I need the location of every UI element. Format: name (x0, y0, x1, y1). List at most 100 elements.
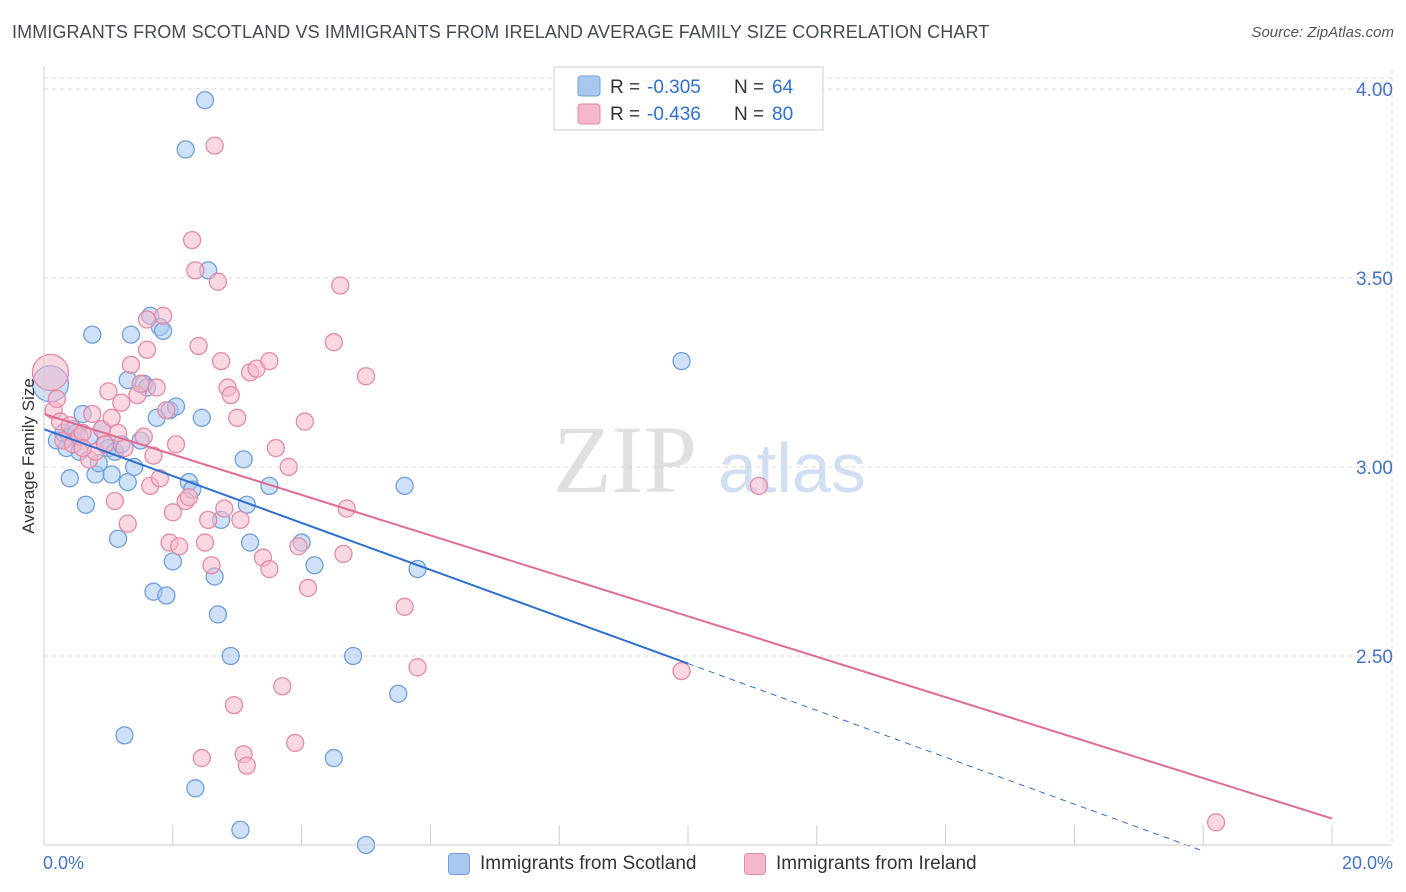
stats-r-label-ireland: R = (610, 104, 645, 125)
ireland-point-61 (298, 578, 318, 598)
stats-n-value-ireland: 80 (772, 104, 793, 125)
stats-row-scotland: R = -0.305 N = 64 (610, 77, 794, 98)
x-tick-label-max: 20.0% (1342, 853, 1393, 873)
stats-n-label-ireland: N = (734, 104, 769, 125)
scotland-point-24 (121, 325, 141, 344)
ireland-point-14 (102, 408, 121, 427)
legend-label-scotland: Immigrants from Scotland (480, 853, 697, 874)
ireland-point-70 (749, 476, 768, 496)
scotland-point-18 (102, 465, 121, 484)
scotland-point-62 (221, 646, 240, 666)
source-label: Source: ZipAtlas.com (1251, 24, 1394, 41)
ireland-point-60 (289, 537, 308, 556)
scotland-point-61 (672, 351, 691, 371)
stats-n-value-scotland: 64 (772, 77, 794, 98)
scotland-point-38 (176, 140, 195, 159)
legend-label-ireland: Immigrants from Ireland (776, 853, 977, 874)
ireland-point-41 (199, 510, 218, 530)
ireland-point-49 (228, 408, 247, 427)
grid (44, 70, 1393, 845)
scotland-point-43 (195, 91, 215, 110)
scotland-point-36 (163, 552, 182, 571)
trend-line-scotland-extension (687, 663, 1204, 852)
ireland-point-19 (121, 355, 141, 375)
x-tick-label-min: 0.0% (43, 853, 84, 873)
scotland-point-22 (115, 726, 134, 745)
scotland-point-54 (305, 556, 324, 575)
ireland-point-52 (237, 756, 257, 775)
trend-line-scotland (43, 428, 689, 665)
chart-title: IMMIGRANTS FROM SCOTLAND VS IMMIGRANTS F… (12, 22, 990, 42)
legend-item-scotland[interactable]: Immigrants from Scotland (448, 853, 696, 875)
scotland-point-20 (108, 529, 128, 548)
scotland-point-49 (234, 450, 253, 469)
ireland-point-31 (163, 503, 182, 522)
y-tick-label-3: 4.00 (1356, 80, 1393, 101)
ireland-point-35 (179, 488, 199, 507)
y-tick-label-0: 2.50 (1356, 647, 1393, 668)
ireland-point-33 (170, 537, 189, 556)
ireland-point-48 (224, 695, 244, 715)
legend-item-ireland[interactable]: Immigrants from Ireland (744, 853, 977, 875)
ireland-point-26 (147, 378, 166, 397)
stats-r-label-scotland: R = (610, 77, 645, 98)
ireland-point-47 (221, 385, 240, 405)
ireland-point-39 (192, 748, 211, 768)
ireland-point-21 (131, 374, 150, 393)
y-tick-label-1: 3.00 (1356, 458, 1393, 479)
scotland-point-10 (76, 495, 96, 514)
stats-n-label-scotland: N = (734, 77, 769, 98)
ireland-point-59 (286, 733, 305, 753)
y-axis-label: Average Family Size (19, 378, 38, 534)
ireland-point-18 (118, 514, 137, 533)
watermark-atlas: atlas (718, 429, 866, 507)
scotland-point-42 (192, 408, 211, 427)
y-tick-label-2: 3.50 (1356, 269, 1393, 290)
legend-swatch-scotland (448, 853, 470, 875)
ireland-point-40 (195, 533, 215, 552)
ireland-point-0 (31, 353, 70, 392)
ireland-point-68 (408, 658, 427, 677)
watermark-zip: ZIP (553, 406, 697, 513)
ireland-point-71 (1206, 813, 1226, 832)
scotland-point-58 (389, 684, 408, 703)
scotland-point-48 (231, 820, 250, 840)
ireland-point-29 (157, 401, 176, 420)
scotland-point-56 (343, 646, 363, 666)
ireland-point-27 (150, 469, 170, 488)
ireland-point-62 (324, 333, 343, 352)
ireland-point-38 (189, 336, 208, 356)
ireland-point-36 (182, 230, 202, 250)
stats-box: R = -0.305 N = 64 R = -0.436 N = 80 (553, 66, 824, 131)
ireland-point-69 (672, 661, 691, 681)
legend-swatch-ireland (744, 853, 766, 875)
stats-r-value-ireland: -0.436 (647, 104, 701, 125)
ireland-point-75 (295, 412, 314, 431)
ireland-point-13 (99, 382, 118, 401)
ireland-point-44 (208, 272, 228, 291)
ireland-point-37 (186, 261, 205, 280)
ireland-point-76 (137, 310, 157, 329)
ireland-point-79 (108, 423, 128, 443)
ireland-point-9 (83, 404, 102, 424)
scotland-point-59 (395, 476, 414, 496)
trend-line-ireland (43, 413, 1333, 820)
ireland-point-56 (266, 438, 285, 458)
ireland-point-25 (144, 446, 163, 465)
ireland-point-50 (231, 510, 250, 530)
stats-swatch-ireland (577, 103, 601, 125)
scotland-point-8 (60, 469, 79, 488)
ireland-point-23 (137, 340, 157, 359)
ireland-point-57 (273, 677, 292, 696)
ireland-point-15 (105, 491, 124, 511)
ireland-point-66 (356, 367, 376, 386)
stats-r-value-scotland: -0.305 (647, 77, 701, 98)
scotland-point-34 (157, 586, 176, 605)
y-tick-labels: 2.50 3.00 3.50 4.00 (1356, 80, 1393, 668)
scotland-point-33 (153, 321, 173, 341)
scotland-point-55 (324, 748, 343, 768)
ireland-point-58 (279, 457, 298, 477)
ireland-point-64 (334, 544, 353, 564)
ireland-point-28 (153, 306, 173, 325)
